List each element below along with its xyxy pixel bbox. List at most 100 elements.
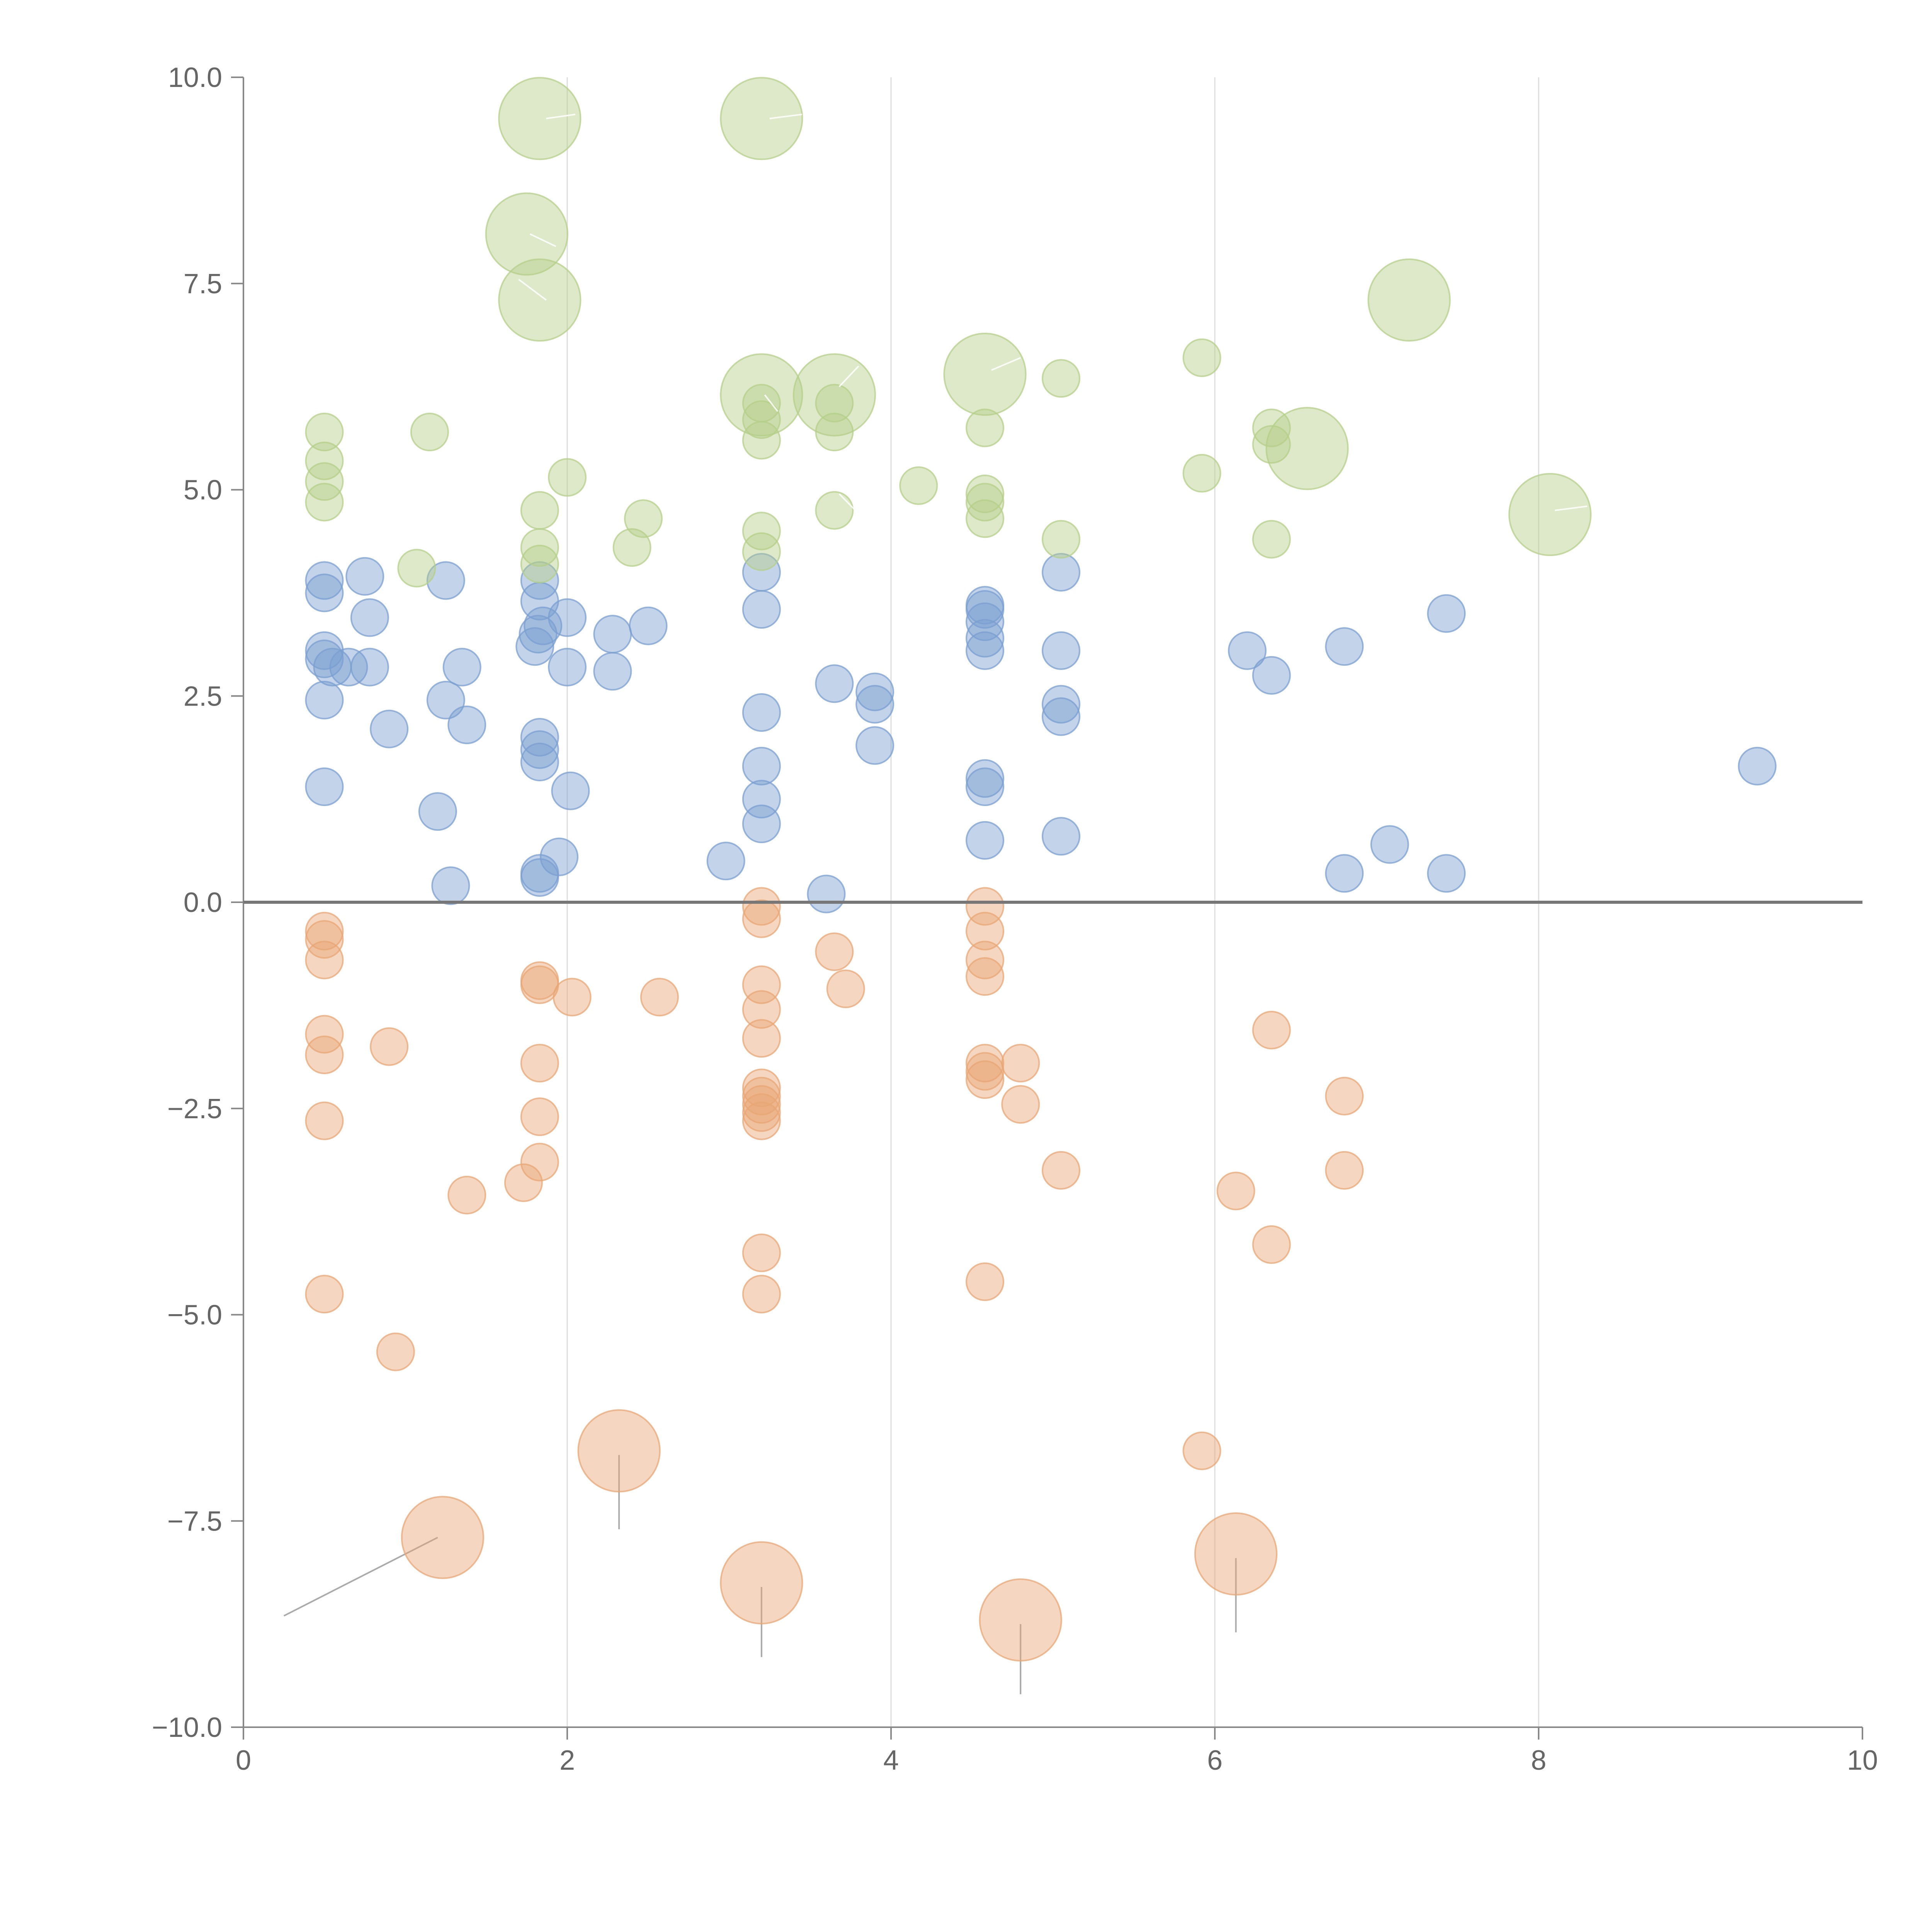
bubble-point bbox=[742, 1019, 781, 1058]
bubble-point bbox=[966, 499, 1005, 538]
bubble-point bbox=[742, 1275, 781, 1314]
bubble-point bbox=[742, 532, 781, 571]
bubble-point bbox=[305, 1275, 344, 1314]
bubble-point bbox=[593, 652, 632, 691]
bubble-point bbox=[979, 1578, 1062, 1662]
bubble-point bbox=[966, 1060, 1005, 1099]
bubble-point bbox=[305, 940, 344, 980]
bubble-point bbox=[540, 837, 579, 876]
bubble-point bbox=[593, 615, 632, 654]
bubble-point bbox=[520, 561, 559, 600]
bubble-point bbox=[966, 631, 1005, 670]
bubble-point bbox=[742, 1085, 781, 1124]
bubble-point bbox=[1427, 854, 1466, 893]
series-negative bbox=[305, 887, 1364, 1662]
bubble-point bbox=[410, 413, 449, 452]
bubble-point bbox=[1216, 1172, 1255, 1211]
bubble-point bbox=[1427, 594, 1466, 633]
bubble-point bbox=[370, 1027, 409, 1066]
x-tick-label: 2 bbox=[560, 1745, 575, 1776]
bubble-point bbox=[742, 899, 781, 938]
bubble-point bbox=[966, 602, 1005, 641]
y-tick-label: 2.5 bbox=[184, 681, 222, 712]
bubble-point bbox=[815, 413, 854, 452]
x-tick-label: 10 bbox=[1847, 1745, 1878, 1776]
bubble-point bbox=[815, 491, 854, 530]
bubble-point bbox=[1194, 1512, 1278, 1596]
bubble-point bbox=[548, 598, 587, 637]
bubble-point bbox=[966, 1262, 1005, 1301]
bubble-point bbox=[742, 400, 781, 439]
bubble-point bbox=[350, 648, 389, 687]
bubble-point bbox=[742, 421, 781, 460]
bubble-point bbox=[305, 413, 344, 452]
bubble-point bbox=[548, 458, 587, 497]
bubble-point bbox=[966, 940, 1005, 980]
bubble-point bbox=[1001, 1044, 1040, 1083]
bubble-point bbox=[520, 858, 559, 897]
bubble-point bbox=[855, 672, 895, 711]
bubble-point bbox=[742, 693, 781, 732]
bubble-point bbox=[498, 258, 582, 342]
bubble-point bbox=[966, 590, 1005, 629]
bubble-point bbox=[520, 528, 559, 567]
y-tick-label: 10.0 bbox=[168, 62, 222, 93]
y-tick-label: −2.5 bbox=[167, 1094, 222, 1124]
y-axis-ticks: 10.0 7.5 5.0 2.5 0.0 −2.5 −5.0 −7.5 −10.0 bbox=[152, 62, 243, 1743]
bubble-point bbox=[520, 743, 559, 782]
bubble-point bbox=[1228, 631, 1267, 670]
bubble-point bbox=[1325, 1151, 1364, 1190]
bubble-point bbox=[1041, 553, 1080, 592]
bubble-point bbox=[577, 1409, 661, 1493]
bubble-point bbox=[305, 573, 344, 612]
bubble-point bbox=[629, 606, 668, 645]
bubble-point bbox=[329, 648, 368, 687]
bubble-point bbox=[1738, 747, 1777, 786]
bubble-point bbox=[485, 192, 568, 276]
x-tick-label: 0 bbox=[236, 1745, 251, 1776]
bubble-point bbox=[966, 759, 1005, 798]
bubble-point bbox=[305, 462, 344, 501]
bubble-point bbox=[815, 384, 854, 423]
bubble-point bbox=[520, 730, 559, 769]
bubble-point bbox=[1252, 520, 1291, 559]
leader-line-overlay bbox=[546, 114, 576, 119]
bubble-point bbox=[966, 1044, 1005, 1083]
bubbles bbox=[305, 77, 1777, 1662]
bubble-point bbox=[442, 648, 481, 687]
bubble-point bbox=[350, 598, 389, 637]
bubble-point bbox=[418, 792, 457, 831]
bubble-point bbox=[305, 1101, 344, 1140]
bubble-point bbox=[305, 912, 344, 951]
bubble-point bbox=[370, 709, 409, 748]
bubble-point bbox=[815, 664, 854, 703]
bubble-point bbox=[807, 874, 846, 913]
leader-line-overlay bbox=[529, 233, 556, 247]
bubble-point bbox=[553, 978, 592, 1017]
bubble-point bbox=[742, 804, 781, 844]
leader-line-overlay bbox=[764, 394, 779, 412]
bubble-point bbox=[966, 821, 1005, 860]
bubble-point bbox=[1252, 1010, 1291, 1049]
bubble-point bbox=[1367, 258, 1451, 342]
bubble-point bbox=[519, 615, 558, 654]
bubble-point bbox=[815, 932, 854, 971]
leader-line-overlay bbox=[518, 279, 547, 301]
bubble-point bbox=[515, 627, 554, 666]
bubble-point bbox=[551, 771, 590, 810]
bubble-point bbox=[1325, 627, 1364, 666]
series-mid bbox=[305, 553, 1777, 913]
x-tick-label: 4 bbox=[883, 1745, 899, 1776]
bubble-point bbox=[966, 408, 1005, 447]
bubble-point bbox=[966, 483, 1005, 522]
bubble-point bbox=[447, 1175, 486, 1214]
bubble-point bbox=[612, 528, 651, 567]
bubble-point bbox=[1041, 817, 1080, 856]
bubble-point bbox=[720, 77, 803, 160]
bubble-point bbox=[899, 466, 938, 505]
bubble-point bbox=[742, 512, 781, 551]
bubble-point bbox=[742, 1233, 781, 1272]
bubble-point bbox=[742, 747, 781, 786]
leader-line-overlay bbox=[838, 365, 859, 387]
